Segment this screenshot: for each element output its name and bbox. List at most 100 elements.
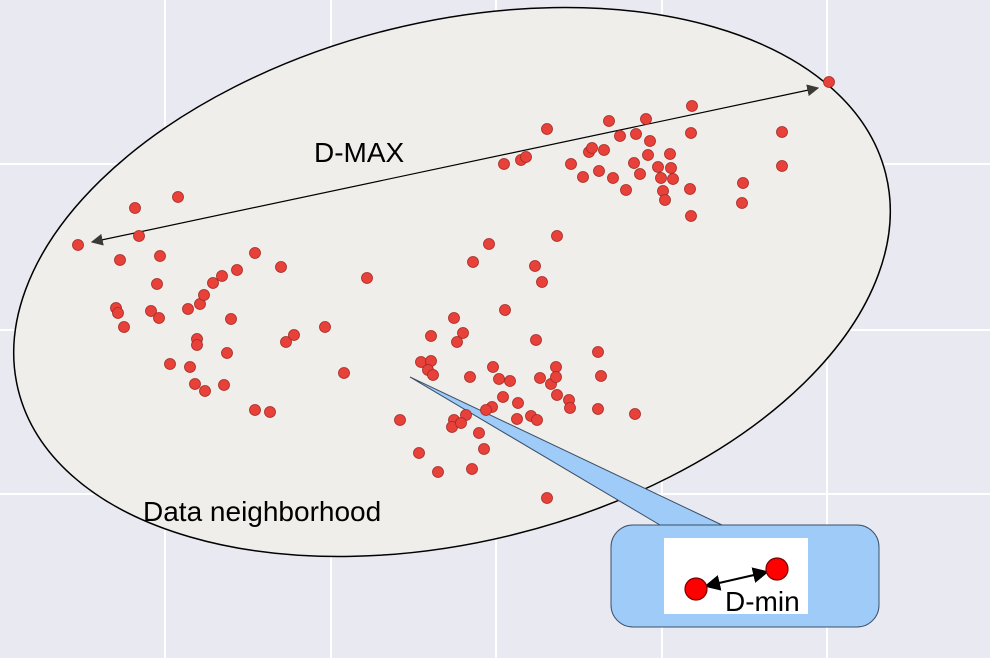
data-point bbox=[151, 278, 163, 290]
data-point bbox=[685, 127, 697, 139]
data-point bbox=[511, 413, 523, 425]
data-point bbox=[473, 427, 485, 439]
data-point bbox=[630, 128, 642, 140]
data-point bbox=[592, 346, 604, 358]
data-point bbox=[218, 379, 230, 391]
data-point bbox=[541, 123, 553, 135]
data-point bbox=[823, 76, 835, 88]
data-point bbox=[478, 443, 490, 455]
data-point bbox=[361, 272, 373, 284]
data-point bbox=[655, 172, 667, 184]
data-point bbox=[640, 113, 652, 125]
dmax-arrow bbox=[90, 84, 820, 246]
data-point bbox=[145, 305, 157, 317]
data-point bbox=[736, 197, 748, 209]
data-point bbox=[595, 370, 607, 382]
data-point bbox=[264, 406, 276, 418]
data-point bbox=[667, 173, 679, 185]
data-point bbox=[530, 334, 542, 346]
data-point bbox=[338, 367, 350, 379]
data-point bbox=[249, 247, 261, 259]
data-point bbox=[737, 177, 749, 189]
data-point bbox=[319, 321, 331, 333]
data-point bbox=[198, 289, 210, 301]
data-point bbox=[531, 414, 543, 426]
data-point bbox=[497, 391, 509, 403]
data-point bbox=[529, 260, 541, 272]
data-point bbox=[225, 313, 237, 325]
data-point bbox=[685, 210, 697, 222]
data-point bbox=[551, 389, 563, 401]
dmin-arrow bbox=[704, 567, 769, 591]
data-point bbox=[614, 130, 626, 142]
zoom-point-right bbox=[765, 557, 789, 581]
data-point bbox=[153, 312, 165, 324]
data-point bbox=[512, 397, 524, 409]
data-point bbox=[413, 447, 425, 459]
data-point bbox=[172, 191, 184, 203]
data-point bbox=[577, 171, 589, 183]
data-point bbox=[586, 142, 598, 154]
data-point bbox=[659, 194, 671, 206]
data-point bbox=[664, 148, 676, 160]
data-point bbox=[164, 358, 176, 370]
data-point bbox=[451, 336, 463, 348]
data-point bbox=[280, 336, 292, 348]
data-point bbox=[467, 256, 479, 268]
zoom-point-left bbox=[684, 577, 708, 601]
data-point bbox=[534, 372, 546, 384]
data-point bbox=[499, 304, 511, 316]
data-point bbox=[536, 276, 548, 288]
data-point bbox=[133, 230, 145, 242]
data-point bbox=[684, 183, 696, 195]
data-point bbox=[593, 165, 605, 177]
data-point bbox=[249, 404, 261, 416]
data-point bbox=[551, 230, 563, 242]
dmax-label: D-MAX bbox=[314, 137, 405, 168]
data-point bbox=[427, 369, 439, 381]
data-point bbox=[498, 158, 510, 170]
data-point bbox=[603, 115, 615, 127]
neighborhood-label: Data neighborhood bbox=[143, 496, 381, 527]
data-point bbox=[634, 168, 646, 180]
data-point bbox=[504, 375, 516, 387]
data-point bbox=[154, 250, 166, 262]
data-point bbox=[564, 402, 576, 414]
data-point bbox=[493, 373, 505, 385]
data-point bbox=[480, 404, 492, 416]
data-point bbox=[216, 270, 228, 282]
data-point bbox=[487, 361, 499, 373]
data-point bbox=[520, 151, 532, 163]
data-point bbox=[629, 408, 641, 420]
data-point bbox=[199, 385, 211, 397]
data-point bbox=[776, 126, 788, 138]
data-point bbox=[776, 160, 788, 172]
data-point bbox=[464, 371, 476, 383]
data-point bbox=[231, 264, 243, 276]
data-points bbox=[72, 76, 835, 504]
data-point bbox=[541, 492, 553, 504]
data-point bbox=[550, 371, 562, 383]
data-point bbox=[686, 100, 698, 112]
data-point bbox=[642, 149, 654, 161]
data-point bbox=[221, 347, 233, 359]
data-point bbox=[620, 184, 632, 196]
data-point bbox=[275, 261, 287, 273]
data-point bbox=[607, 172, 619, 184]
data-point bbox=[288, 329, 300, 341]
data-point bbox=[652, 161, 664, 173]
data-point bbox=[466, 463, 478, 475]
data-point bbox=[665, 162, 677, 174]
data-point bbox=[72, 239, 84, 251]
data-point bbox=[565, 158, 577, 170]
data-point bbox=[129, 202, 141, 214]
data-point bbox=[425, 330, 437, 342]
data-point bbox=[457, 327, 469, 339]
data-point bbox=[644, 135, 656, 147]
data-point bbox=[118, 321, 130, 333]
data-point bbox=[455, 417, 467, 429]
data-point bbox=[598, 144, 610, 156]
data-point bbox=[448, 312, 460, 324]
data-point bbox=[483, 238, 495, 250]
